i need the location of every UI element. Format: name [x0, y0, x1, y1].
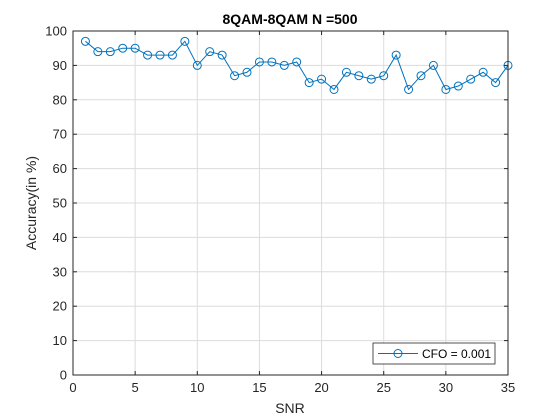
data-point — [491, 78, 501, 88]
legend: CFO = 0.001 — [372, 342, 496, 365]
legend-marker — [393, 349, 403, 358]
data-point — [242, 67, 252, 77]
data-point — [329, 84, 339, 94]
x-tick-label: 0 — [69, 380, 76, 395]
data-point — [267, 57, 277, 67]
data-point — [130, 43, 140, 53]
x-tick-label: 30 — [439, 380, 453, 395]
y-tick-label: 30 — [53, 264, 67, 279]
data-point — [118, 43, 128, 53]
ticks: 0 5 10 15 20 25 30 35 0 10 20 30 40 50 60 70 80 90 100 — [45, 24, 515, 396]
y-tick-label: 80 — [53, 92, 67, 107]
data-point — [254, 57, 264, 67]
data-point — [292, 57, 302, 67]
x-tick-label: 25 — [376, 380, 390, 395]
y-tick-label: 70 — [53, 127, 67, 142]
data-point — [304, 78, 314, 88]
x-tick-label: 5 — [132, 380, 139, 395]
data-point — [317, 74, 327, 84]
x-axis-label: SNR — [275, 400, 305, 416]
data-point — [354, 71, 364, 81]
x-tick-label: 15 — [252, 380, 266, 395]
y-axis-label: Accuracy(in %) — [23, 156, 39, 250]
y-tick-label: 100 — [45, 24, 67, 39]
data-point — [143, 50, 153, 60]
data-point — [230, 71, 240, 81]
y-tick-label: 40 — [53, 230, 67, 245]
data-point — [205, 47, 215, 57]
data-point — [217, 50, 227, 60]
legend-label: CFO = 0.001 — [422, 347, 491, 361]
data-point — [167, 50, 177, 60]
series-layer — [80, 36, 513, 94]
data-point — [279, 60, 289, 70]
data-point — [80, 36, 90, 46]
data-point — [416, 71, 426, 81]
data-point — [404, 84, 414, 94]
data-point — [93, 47, 103, 57]
data-point — [428, 60, 438, 70]
data-point — [341, 67, 351, 77]
data-point — [192, 60, 202, 70]
x-tick-label: 10 — [190, 380, 204, 395]
y-tick-label: 20 — [53, 299, 67, 314]
y-tick-label: 90 — [53, 58, 67, 73]
data-point — [391, 50, 401, 60]
data-point — [105, 47, 115, 57]
legend-box — [372, 342, 496, 365]
chart-title: 8QAM-8QAM N =500 — [223, 11, 358, 27]
y-tick-label: 10 — [53, 333, 67, 348]
data-point — [379, 71, 389, 81]
data-point — [453, 81, 463, 91]
data-point — [366, 74, 376, 84]
x-tick-label: 20 — [314, 380, 328, 395]
x-tick-label: 35 — [501, 380, 515, 395]
data-point — [478, 67, 488, 77]
y-tick-label: 50 — [53, 196, 67, 211]
data-point — [441, 84, 451, 94]
data-point — [155, 50, 165, 60]
y-tick-label: 60 — [53, 161, 67, 176]
y-tick-label: 0 — [60, 368, 67, 383]
data-point — [466, 74, 476, 84]
data-point — [180, 36, 190, 46]
